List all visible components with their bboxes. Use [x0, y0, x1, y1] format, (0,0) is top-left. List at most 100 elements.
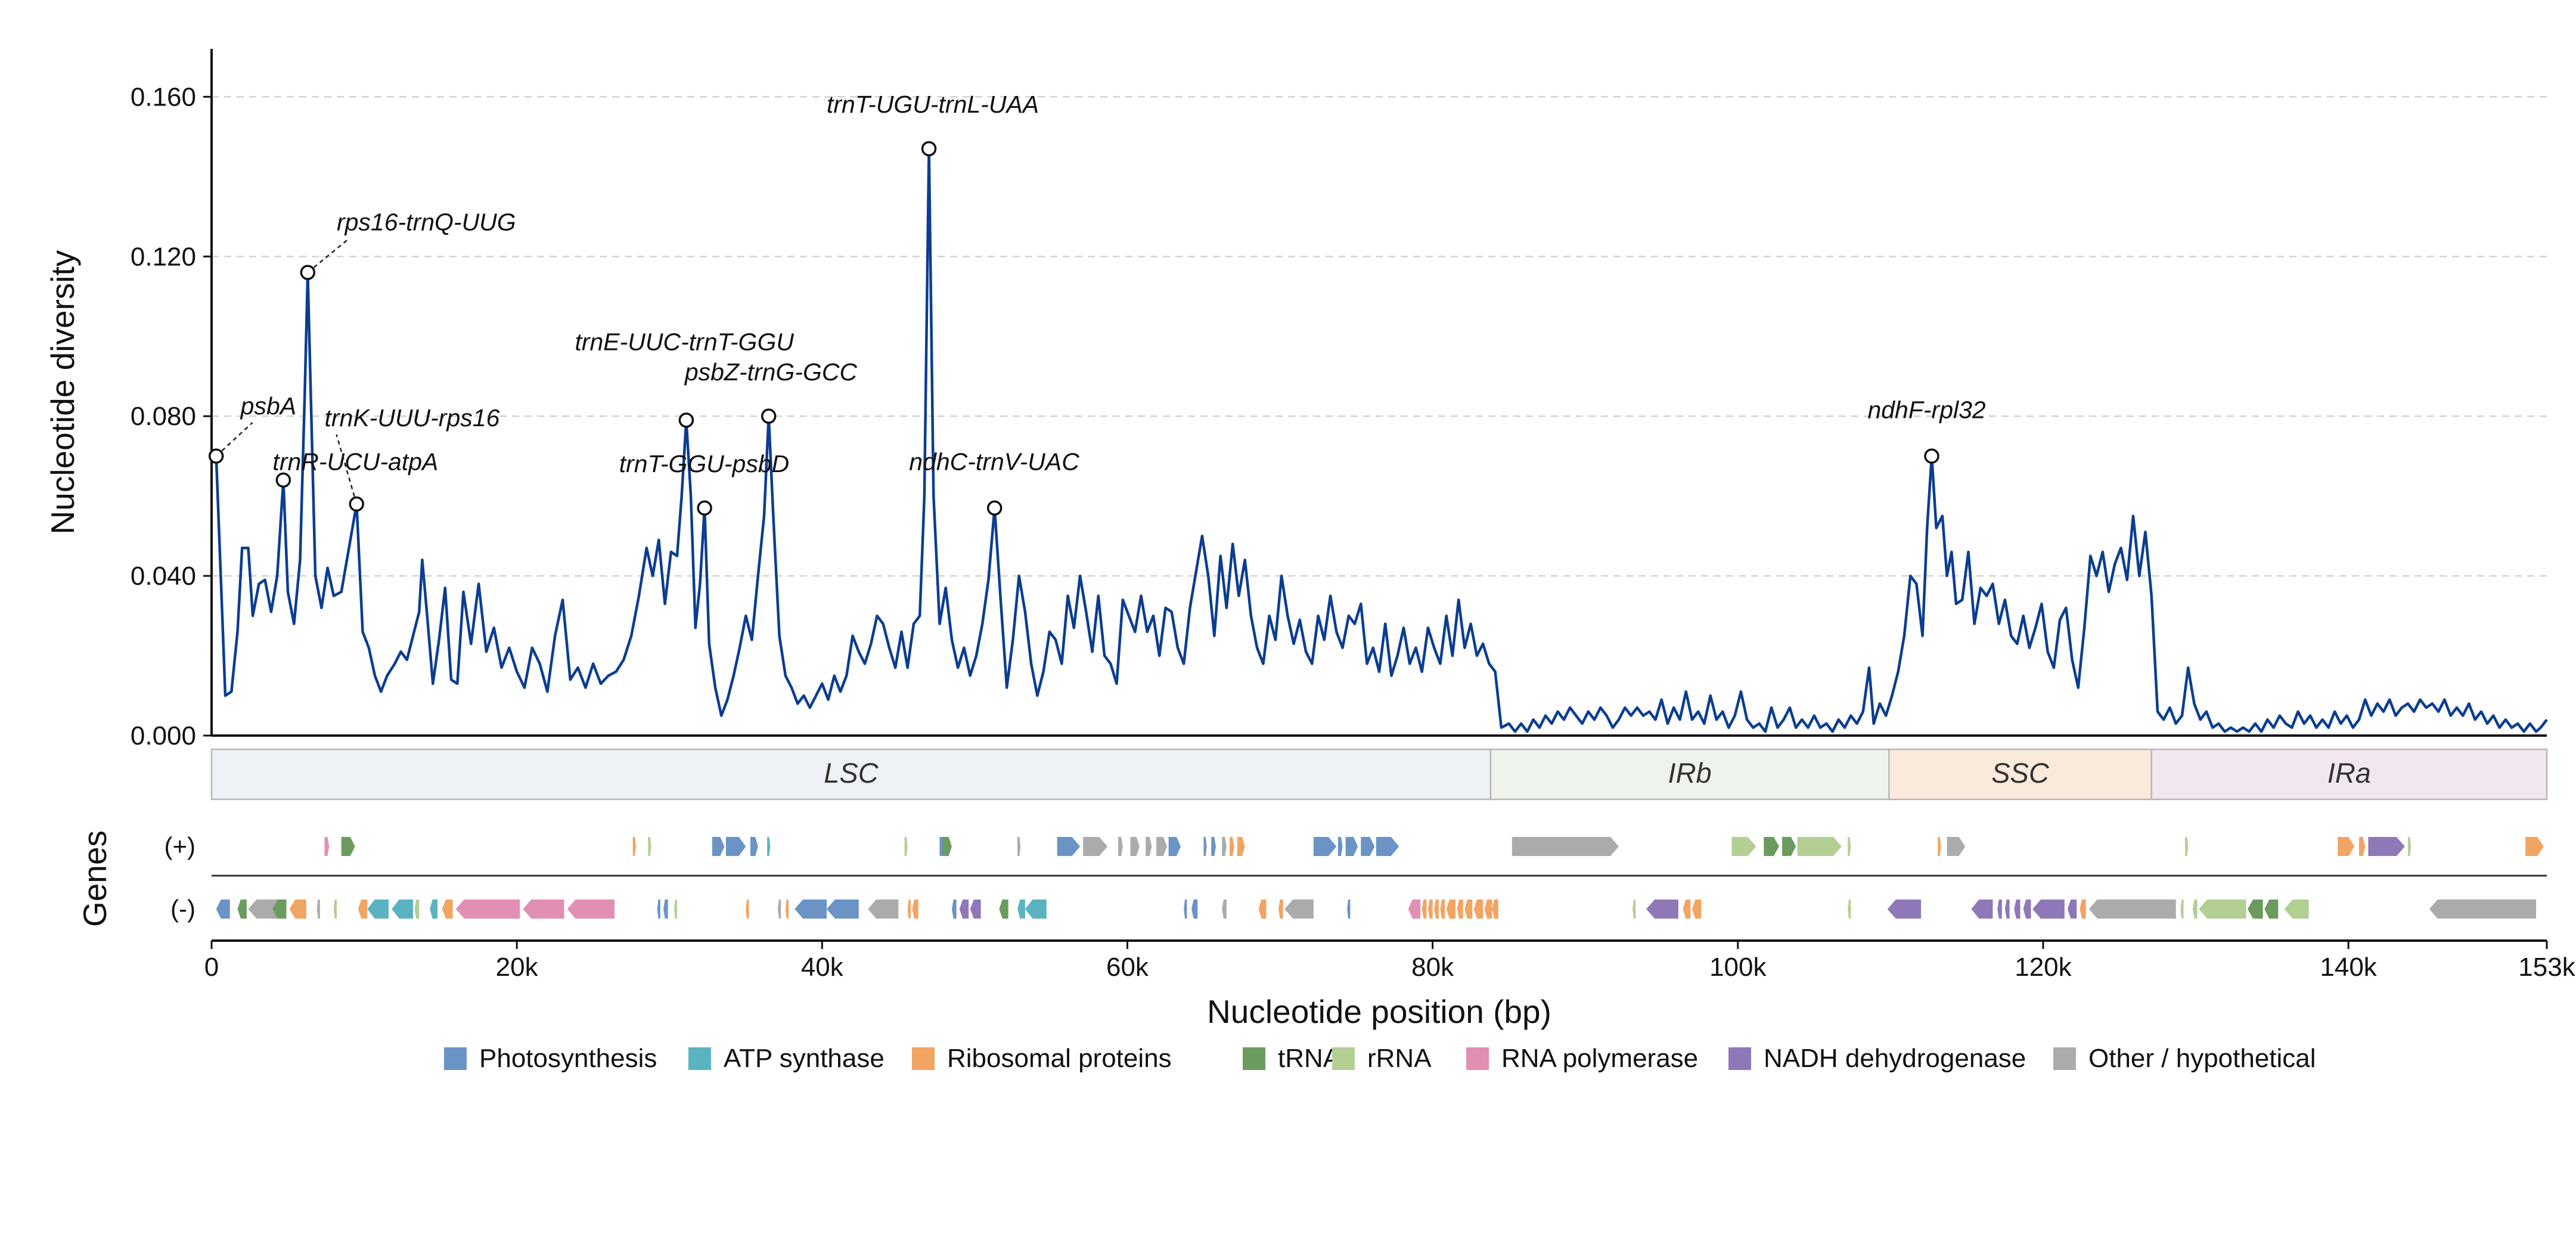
gene-block [1017, 900, 1025, 919]
gene-block [1887, 900, 1922, 919]
peak-marker [275, 472, 291, 488]
genes-track-title: Genes [76, 830, 113, 927]
legend-label: Ribosomal proteins [947, 1044, 1172, 1073]
gene-block [1512, 837, 1619, 856]
legend-swatch [1332, 1047, 1355, 1070]
gene-block [1230, 837, 1234, 856]
gene-block [1203, 837, 1207, 856]
gene-block [567, 900, 615, 919]
gene-block [1683, 900, 1691, 919]
peak-label: rps16-trnQ-UUG [337, 209, 516, 236]
region-box [2150, 748, 2548, 801]
gene-block [1473, 900, 1483, 919]
gene-block [912, 900, 918, 919]
peak-label: trnR-UCU-atpA [272, 448, 438, 476]
legend-swatch [1243, 1047, 1265, 1070]
gene-block [1446, 900, 1456, 919]
gene-block [942, 837, 952, 856]
gene-block [1797, 837, 1842, 856]
gene-block [1646, 900, 1678, 919]
region-box [210, 748, 1492, 801]
strand-labels: (+) (-) [165, 832, 196, 923]
gene-block [674, 900, 678, 919]
gene-block [1422, 900, 1427, 919]
gene-block [1118, 837, 1123, 856]
gene-block [970, 900, 981, 919]
gene-block [289, 900, 306, 919]
gene-block [237, 900, 247, 919]
y-tick-label: 0.160 [131, 82, 196, 111]
gene-block [746, 900, 749, 919]
gene-block [1025, 900, 1047, 919]
gene-block [2368, 837, 2405, 856]
gene-block [2407, 837, 2411, 856]
gene-block [1408, 900, 1421, 919]
legend-label: rRNA [1367, 1044, 1432, 1073]
gene-block [1632, 900, 1636, 919]
region-box [1888, 748, 2153, 801]
gene-block [216, 900, 230, 919]
peak-label: ndhF-rpl32 [1867, 396, 1985, 424]
gene-block [358, 900, 368, 919]
gene-block [2429, 900, 2537, 919]
gene-block [785, 900, 789, 919]
gene-block [2067, 900, 2077, 919]
peak-leader [215, 421, 253, 457]
peak-marker [678, 413, 694, 428]
x-tick-label: 0 [204, 953, 219, 982]
gene-block [1284, 900, 1314, 919]
peak-marker [921, 141, 937, 157]
gene-block [1156, 837, 1168, 856]
peak-label: trnT-UGU-trnL-UAA [827, 91, 1039, 118]
x-axis-title: Nucleotide position (bp) [1207, 993, 1551, 1030]
gene-block [1938, 837, 1941, 856]
gene-block [1492, 900, 1498, 919]
peak-marker [349, 496, 365, 512]
gene-block [1184, 900, 1187, 919]
gene-block [1376, 837, 1399, 856]
gene-block [1427, 900, 1433, 919]
gene-block [392, 900, 414, 919]
y-tick-label: 0.080 [131, 402, 196, 431]
gene-block [904, 837, 908, 856]
gene-block [1692, 900, 1702, 919]
peak-label: trnE-UUC-trnT-GGU [575, 328, 794, 356]
gene-block [2192, 900, 2198, 919]
gene-block [1731, 837, 1756, 856]
x-tick-label: 80k [1411, 953, 1454, 982]
gene-block [1361, 837, 1375, 856]
x-tick-label: 60k [1106, 953, 1149, 982]
gene-block [1313, 837, 1337, 856]
legend-label: RNA polymerase [1501, 1044, 1698, 1073]
gene-block [1434, 900, 1439, 919]
gene-block [455, 900, 520, 919]
gene-tracks [216, 837, 2544, 919]
gene-block [2248, 900, 2263, 919]
gene-block [712, 837, 725, 856]
gene-block [367, 900, 389, 919]
gene-block [951, 900, 957, 919]
gene-block [648, 837, 651, 856]
legend-label: Other / hypothetical [2088, 1044, 2316, 1073]
legend-swatch [444, 1047, 467, 1070]
peak-marker [986, 500, 1003, 516]
gene-block [324, 837, 330, 856]
region-label: IRa [2327, 757, 2371, 789]
gene-block [1997, 900, 2002, 919]
gene-block [868, 900, 899, 919]
peak-marker [1924, 448, 1939, 464]
gene-block [1222, 900, 1227, 919]
gene-block [523, 900, 564, 919]
gene-block [1464, 900, 1473, 919]
gene-block [1146, 837, 1152, 856]
gene-block [2525, 837, 2544, 856]
gene-block [2180, 900, 2184, 919]
legend-label: ATP synthase [724, 1044, 884, 1073]
gene-block [767, 837, 771, 856]
gene-block [794, 900, 827, 919]
gene-block [430, 900, 437, 919]
peak-marker [300, 265, 316, 280]
gene-block [1848, 837, 1851, 856]
gene-block [2014, 900, 2021, 919]
gene-block [316, 900, 320, 919]
